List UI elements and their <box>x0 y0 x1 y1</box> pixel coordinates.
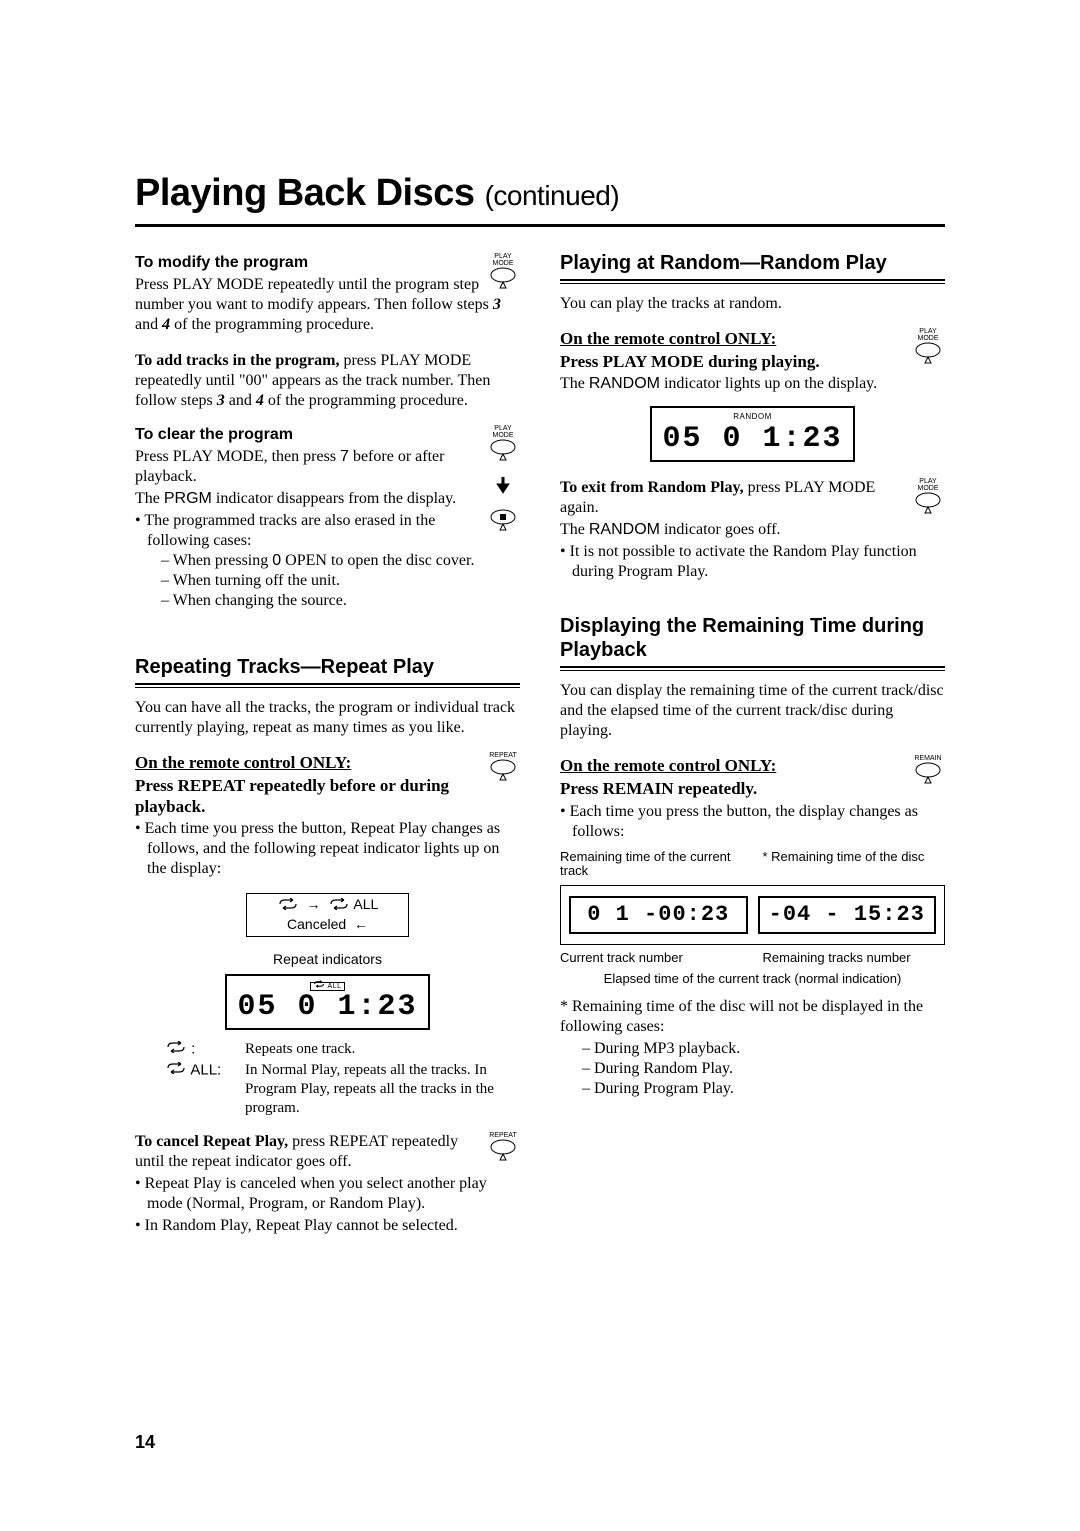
play-mode-button-icon: PLAY MODE <box>486 253 520 295</box>
down-arrow-icon <box>493 475 513 495</box>
remain-lbl-top-l: Remaining time of the current track <box>560 850 743 880</box>
remain-note: * Remaining time of the disc will not be… <box>560 997 945 1037</box>
repeat-cancel-b1: Repeat Play is canceled when you select … <box>135 1174 520 1214</box>
remain-intro: You can display the remaining time of th… <box>560 681 945 741</box>
random-instr: Press PLAY MODE during playing. <box>560 351 945 372</box>
clear-heading: To clear the program <box>135 425 520 445</box>
section-rule <box>560 666 945 671</box>
random-p1: The RANDOM indicator lights up on the di… <box>560 374 945 394</box>
left-column: PLAY MODE To modify the program Press PL… <box>135 251 520 1238</box>
remain-panel-r: -04 - 15:23 <box>758 896 937 934</box>
random-b1: It is not possible to activate the Rando… <box>560 542 945 582</box>
page-title: Playing Back Discs (continued) <box>135 170 945 218</box>
repeat-flow-diagram: → ALL Canceled ← Repeat indicators ALL 0… <box>135 893 520 1030</box>
remain-d2: During Random Play. <box>582 1059 945 1079</box>
repeat-lcd: ALL 05 0 1:23 <box>225 974 429 1030</box>
title-continued: (continued) <box>485 180 620 211</box>
stop-button-icon <box>490 509 516 531</box>
repeat-instr: Press REPEAT repeatedly before or during… <box>135 775 520 818</box>
repeat-def-2: ALL: In Normal Play, repeats all the tra… <box>165 1061 520 1117</box>
remain-b1: Each time you press the button, the disp… <box>560 802 945 842</box>
clear-p1: Press PLAY MODE, then press 7 before or … <box>135 447 520 487</box>
remain-button-icon: REMAIN <box>911 755 945 790</box>
repeat-def-1: : Repeats one track. <box>165 1040 520 1059</box>
random-p2: The RANDOM indicator goes off. <box>560 520 945 540</box>
play-mode-button-icon-3: PLAY MODE <box>911 328 945 370</box>
modify-body: Press PLAY MODE repeatedly until the pro… <box>135 275 520 335</box>
remain-remote-only: On the remote control ONLY: <box>560 755 945 776</box>
remain-d1: During MP3 playback. <box>582 1039 945 1059</box>
remain-center-note: Elapsed time of the current track (norma… <box>560 972 945 987</box>
repeat-button-icon-2: REPEAT <box>486 1132 520 1167</box>
repeat-bullet-1: Each time you press the button, Repeat P… <box>135 819 520 879</box>
remain-instr: Press REMAIN repeatedly. <box>560 778 945 799</box>
clear-dash-1: When pressing 0 OPEN to open the disc co… <box>161 551 520 571</box>
random-lcd: RANDOM 05 0 1:23 <box>650 406 854 462</box>
repeat-all-icon <box>328 897 350 915</box>
remain-lbl-bot-r: Remaining tracks number <box>763 951 946 966</box>
remain-d3: During Program Play. <box>582 1079 945 1099</box>
remain-panel-l: 0 1 -00:23 <box>569 896 748 934</box>
repeat-remote-only: On the remote control ONLY: <box>135 752 520 773</box>
random-remote-only: On the remote control ONLY: <box>560 328 945 349</box>
repeat-heading: Repeating Tracks—Repeat Play <box>135 655 520 679</box>
clear-p2: The PRGM indicator disappears from the d… <box>135 489 520 509</box>
title-text: Playing Back Discs <box>135 172 475 214</box>
section-rule <box>560 279 945 284</box>
random-intro: You can play the tracks at random. <box>560 294 945 314</box>
modify-heading: To modify the program <box>135 253 520 273</box>
repeat-one-icon <box>277 897 299 915</box>
add-body: To add tracks in the program, press PLAY… <box>135 351 520 411</box>
repeat-flow-caption: Repeat indicators <box>135 951 520 969</box>
random-exit: To exit from Random Play, press PLAY MOD… <box>560 478 945 518</box>
right-column: Playing at Random—Random Play You can pl… <box>560 251 945 1238</box>
clear-bullet-1: The programmed tracks are also erased in… <box>135 511 520 611</box>
random-heading: Playing at Random—Random Play <box>560 251 945 275</box>
section-rule <box>135 683 520 688</box>
remain-lbl-bot-l: Current track number <box>560 951 743 966</box>
page-number: 14 <box>135 1431 155 1454</box>
repeat-cancel-b2: In Random Play, Repeat Play cannot be se… <box>135 1216 520 1236</box>
remain-lbl-top-r: * Remaining time of the disc <box>763 850 946 880</box>
repeat-intro: You can have all the tracks, the program… <box>135 698 520 738</box>
title-rule <box>135 224 945 227</box>
repeat-button-icon: REPEAT <box>486 752 520 787</box>
remain-heading: Displaying the Remaining Time during Pla… <box>560 614 945 662</box>
play-mode-button-icon-2: PLAY MODE <box>486 425 520 537</box>
repeat-cancel: To cancel Repeat Play, press REPEAT repe… <box>135 1132 520 1172</box>
clear-dash-2: When turning off the unit. <box>161 571 520 591</box>
play-mode-button-icon-4: PLAY MODE <box>911 478 945 520</box>
clear-dash-3: When changing the source. <box>161 591 520 611</box>
remain-diagram: Remaining time of the current track * Re… <box>560 850 945 988</box>
